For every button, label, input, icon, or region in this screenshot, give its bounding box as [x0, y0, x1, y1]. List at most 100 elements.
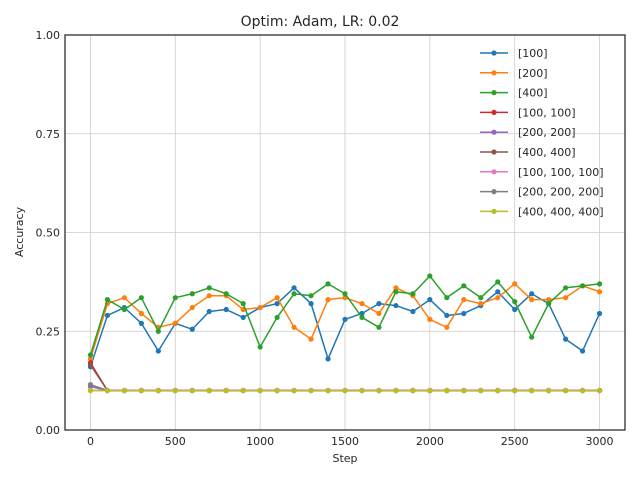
data-point	[495, 279, 501, 285]
data-point	[342, 291, 348, 297]
data-point	[325, 387, 331, 394]
data-point	[172, 387, 178, 394]
data-point	[427, 297, 433, 303]
x-tick-label: 2500	[501, 435, 529, 448]
data-point	[87, 356, 94, 362]
x-tick-label: 3000	[586, 435, 614, 448]
data-point	[274, 301, 280, 307]
legend-swatch-marker	[491, 189, 497, 195]
data-point	[546, 297, 552, 303]
data-point	[359, 301, 365, 307]
data-point	[325, 281, 331, 287]
data-point	[121, 306, 127, 313]
data-point	[172, 295, 178, 301]
data-point	[155, 348, 161, 354]
data-point	[393, 302, 399, 309]
data-point	[240, 387, 246, 394]
data-point	[495, 295, 501, 301]
data-point	[189, 304, 195, 311]
data-point	[376, 324, 382, 330]
data-point	[410, 291, 416, 297]
data-point	[478, 295, 484, 301]
data-point	[121, 295, 127, 301]
series-group	[87, 387, 603, 394]
data-point	[274, 387, 280, 394]
legend-item: [100, 100, 100]	[480, 166, 604, 179]
legend-label: [200, 200, 200]	[518, 186, 604, 199]
data-point	[138, 320, 144, 326]
data-point	[291, 387, 297, 394]
data-point	[104, 387, 111, 394]
data-point	[563, 387, 569, 394]
legend-swatch-marker	[491, 109, 497, 115]
data-point	[291, 324, 297, 330]
data-point	[546, 387, 552, 394]
legend-item: [200, 200, 200]	[480, 186, 604, 199]
data-point	[529, 334, 535, 340]
data-point	[206, 293, 212, 299]
legend-swatch-marker	[491, 169, 497, 175]
data-point	[291, 285, 297, 291]
legend-label: [100, 100, 100]	[518, 166, 604, 179]
legend-item: [100, 100]	[480, 106, 576, 119]
data-point	[206, 308, 212, 315]
data-point	[257, 304, 263, 311]
data-point	[444, 387, 450, 394]
x-axis-label: Step	[332, 452, 357, 465]
data-point	[461, 310, 467, 317]
data-point	[138, 295, 144, 301]
data-point	[579, 348, 586, 354]
data-point	[155, 387, 161, 394]
y-tick-label: 0.25	[36, 325, 61, 338]
data-point	[206, 285, 212, 291]
data-point	[495, 289, 501, 295]
data-point	[206, 387, 212, 394]
legend-label: [400]	[518, 87, 548, 100]
data-point	[461, 387, 467, 394]
data-point	[393, 387, 399, 394]
y-tick-label: 0.75	[36, 128, 61, 141]
legend-swatch-marker	[491, 129, 497, 135]
y-axis-label: Accuracy	[13, 206, 26, 257]
data-point	[512, 281, 518, 287]
data-point	[444, 312, 450, 319]
data-point	[596, 310, 603, 317]
x-tick-label: 0	[87, 435, 94, 448]
data-point	[308, 336, 314, 342]
x-tick-label: 500	[165, 435, 186, 448]
data-point	[579, 283, 586, 289]
y-tick-label: 0.50	[36, 227, 61, 240]
data-point	[155, 328, 161, 334]
data-point	[121, 387, 127, 394]
legend-swatch-marker	[491, 208, 497, 214]
data-point	[240, 301, 246, 307]
data-point	[291, 291, 297, 297]
data-point	[87, 352, 94, 358]
data-point	[257, 387, 263, 394]
data-point	[342, 316, 348, 322]
y-tick-label: 1.00	[36, 29, 61, 42]
data-point	[495, 387, 501, 394]
legend-label: [400, 400, 400]	[518, 205, 604, 218]
data-point	[478, 301, 484, 307]
data-point	[410, 308, 416, 315]
legend-swatch-marker	[491, 149, 497, 155]
data-point	[104, 297, 111, 303]
data-point	[376, 310, 382, 317]
series-group	[87, 281, 603, 362]
legend-label: [200]	[518, 67, 548, 80]
x-axis-ticks: 0 500 1000 1500 2000 2500 3000	[87, 435, 614, 448]
data-point	[87, 362, 94, 368]
data-point	[596, 387, 603, 394]
data-point	[325, 356, 331, 362]
data-point	[376, 301, 382, 307]
data-point	[478, 387, 484, 394]
data-point	[274, 314, 280, 321]
data-point	[325, 297, 331, 303]
data-point	[444, 324, 450, 330]
data-point	[427, 316, 433, 322]
data-point	[546, 301, 552, 307]
data-point	[359, 314, 365, 321]
data-point	[138, 310, 144, 317]
